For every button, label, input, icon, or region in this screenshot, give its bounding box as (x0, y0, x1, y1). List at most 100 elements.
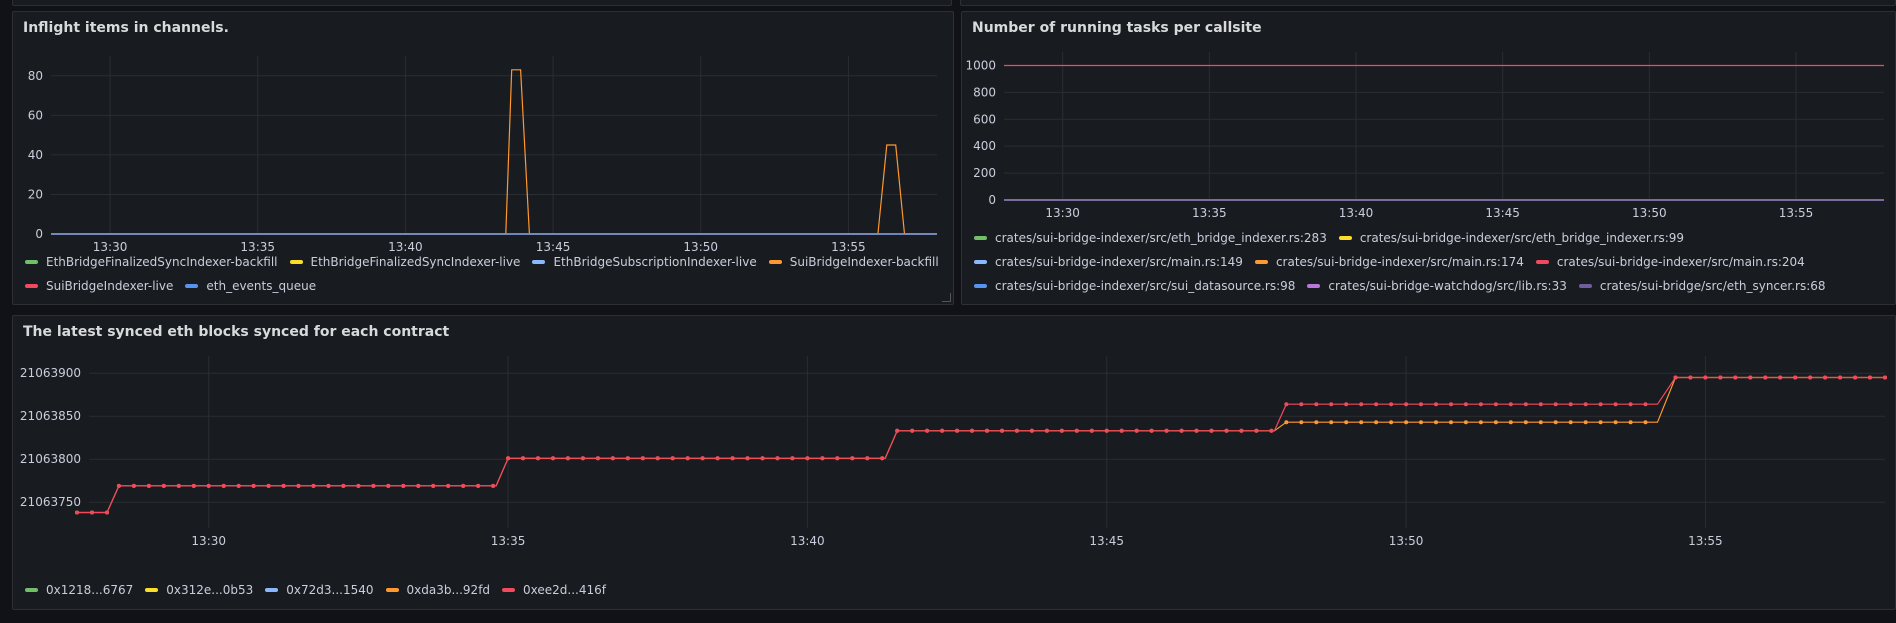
x-tick-label: 13:35 (491, 534, 526, 548)
data-point (1344, 402, 1349, 407)
legend-row: crates/sui-bridge-indexer/src/main.rs:14… (974, 250, 1884, 274)
legend-swatch (145, 588, 159, 592)
legend-label: crates/sui-bridge-watchdog/src/lib.rs:33 (1328, 279, 1567, 293)
x-tick-label: 13:50 (1389, 534, 1424, 548)
legend-label: 0x312e...0b53 (166, 583, 254, 597)
data-point (700, 456, 705, 461)
data-point (311, 483, 316, 488)
y-tick-label: 21063800 (20, 452, 81, 466)
legend-item[interactable]: crates/sui-bridge/src/eth_syncer.rs:68 (1578, 274, 1826, 298)
data-point (565, 456, 570, 461)
legend-item[interactable]: 0x72d3...1540 (265, 578, 374, 602)
legend-item[interactable]: eth_events_queue (185, 274, 316, 298)
data-point (730, 456, 735, 461)
data-point (1419, 402, 1423, 407)
data-point (281, 483, 286, 488)
data-point (1314, 420, 1319, 425)
running-tasks-chart: 13:30 13:35 13:40 13:45 13:50 13:55 0 200 400 600… (965, 52, 1884, 220)
data-point (1449, 402, 1453, 407)
data-point (1643, 402, 1648, 407)
panel-title: The latest synced eth blocks synced for … (23, 324, 450, 340)
data-point (476, 483, 481, 488)
legend-item[interactable]: crates/sui-bridge-indexer/src/eth_bridge… (1338, 226, 1685, 250)
data-point (1389, 402, 1394, 407)
legend-item[interactable]: 0xda3b...92fd (385, 578, 490, 602)
data-point (1269, 428, 1274, 433)
data-point (1568, 420, 1573, 425)
data-point (1299, 420, 1304, 425)
data-point (1613, 402, 1618, 407)
legend-item[interactable]: EthBridgeSubscriptionIndexer-live (532, 250, 757, 274)
data-point (1568, 402, 1573, 407)
data-point (640, 456, 645, 461)
legend-item[interactable]: 0x1218...6767 (25, 578, 133, 602)
panel-inflight-items[interactable]: Inflight items in channels. 13:30 13:35 13… (12, 11, 954, 305)
data-point (1074, 428, 1079, 433)
data-point (191, 483, 196, 488)
legend-label: 0xee2d...416f (523, 583, 606, 597)
data-point (461, 483, 466, 488)
data-point (90, 510, 94, 515)
data-point (1434, 402, 1438, 407)
legend-item[interactable]: crates/sui-bridge-indexer/src/eth_bridge… (974, 226, 1327, 250)
data-point (551, 456, 555, 461)
panel-synced-eth-blocks[interactable]: The latest synced eth blocks synced for … (12, 315, 1896, 610)
data-point (1059, 428, 1064, 433)
legend-item[interactable]: 0xee2d...416f (502, 578, 606, 602)
legend-swatch (974, 284, 987, 288)
data-point (1329, 402, 1334, 407)
legend-row: crates/sui-bridge-indexer/src/eth_bridge… (974, 226, 1884, 250)
data-point (1688, 375, 1693, 380)
data-point (1359, 420, 1364, 425)
legend-item[interactable]: EthBridgeFinalizedSyncIndexer-backfill (25, 250, 278, 274)
data-point (1044, 428, 1049, 433)
data-point (1239, 428, 1244, 433)
legend-item[interactable]: crates/sui-bridge-indexer/src/main.rs:20… (1535, 250, 1805, 274)
x-tick-label: 13:35 (240, 240, 275, 254)
data-point (1089, 428, 1094, 433)
y-tick-label: 21063850 (20, 409, 81, 423)
data-point (1838, 375, 1843, 380)
data-point (1344, 420, 1349, 425)
legend-item[interactable]: EthBridgeFinalizedSyncIndexer-live (289, 250, 520, 274)
data-point (416, 483, 421, 488)
legend-item[interactable]: crates/sui-bridge-indexer/src/main.rs:17… (1254, 250, 1524, 274)
data-point (775, 456, 780, 461)
legend-item[interactable]: 0x312e...0b53 (145, 578, 253, 602)
data-point (116, 483, 121, 488)
data-point (580, 456, 585, 461)
data-point (685, 456, 690, 461)
data-point (1763, 375, 1768, 380)
data-point (161, 483, 166, 488)
resize-handle[interactable] (942, 293, 951, 302)
data-point (386, 483, 391, 488)
y-tick-label: 600 (973, 112, 996, 126)
legend-label: crates/sui-bridge/src/eth_syncer.rs:68 (1599, 279, 1826, 293)
legend-label: eth_events_queue (206, 279, 317, 293)
y-tick-label: 21063900 (20, 366, 81, 380)
legend-item[interactable]: crates/sui-bridge-indexer/src/main.rs:14… (974, 250, 1243, 274)
legend-item[interactable]: crates/sui-bridge-watchdog/src/lib.rs:33 (1307, 274, 1567, 298)
legend-label: crates/sui-bridge-indexer/src/eth_bridge… (1359, 231, 1685, 245)
panel-title: Inflight items in channels. (23, 20, 229, 36)
data-point (1404, 420, 1409, 425)
data-point (1284, 420, 1289, 425)
legend: EthBridgeFinalizedSyncIndexer-backfill Et… (25, 250, 945, 298)
y-tick-label: 200 (973, 166, 996, 180)
legend-label: crates/sui-bridge-indexer/src/main.rs:20… (1556, 255, 1805, 269)
y-tick-label: 20 (28, 187, 43, 201)
legend-item[interactable]: SuiBridgeIndexer-backfill (768, 250, 939, 274)
data-point (1463, 402, 1468, 407)
data-point (221, 483, 226, 488)
legend-item[interactable]: crates/sui-bridge-indexer/src/sui_dataso… (974, 274, 1295, 298)
data-point (715, 456, 720, 461)
data-point (1434, 420, 1438, 425)
legend-item[interactable]: SuiBridgeIndexer-live (25, 274, 173, 298)
data-point (1374, 402, 1379, 407)
panel-running-tasks[interactable]: Number of running tasks per callsite 13:… (961, 11, 1896, 305)
data-point (1628, 420, 1633, 425)
data-point (850, 456, 855, 461)
data-point (835, 456, 840, 461)
legend-swatch (1578, 284, 1592, 288)
data-point (790, 456, 795, 461)
